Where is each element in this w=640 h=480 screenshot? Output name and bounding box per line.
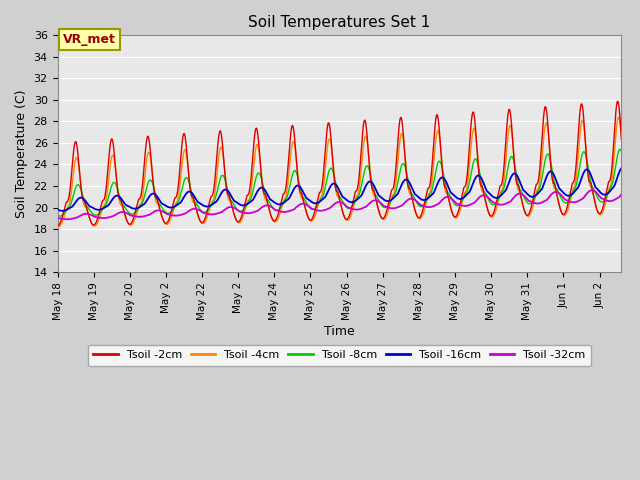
Title: Soil Temperatures Set 1: Soil Temperatures Set 1 <box>248 15 431 30</box>
X-axis label: Time: Time <box>324 325 355 338</box>
Legend: Tsoil -2cm, Tsoil -4cm, Tsoil -8cm, Tsoil -16cm, Tsoil -32cm: Tsoil -2cm, Tsoil -4cm, Tsoil -8cm, Tsoi… <box>88 345 591 366</box>
Text: VR_met: VR_met <box>63 33 116 46</box>
Y-axis label: Soil Temperature (C): Soil Temperature (C) <box>15 89 28 218</box>
